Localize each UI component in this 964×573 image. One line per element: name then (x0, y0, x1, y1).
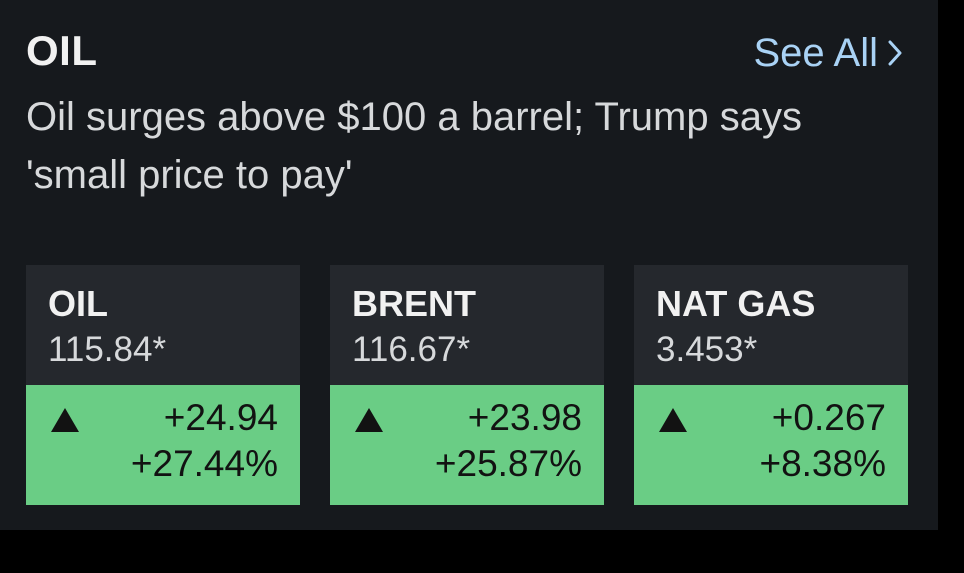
oil-module: OIL See All Oil surges above $100 a barr… (0, 0, 938, 530)
chevron-right-icon (888, 40, 902, 66)
quote-card-header: NAT GAS 3.453* (634, 265, 908, 385)
quote-change-box: +24.94 +27.44% (26, 385, 300, 505)
quote-name: BRENT (352, 283, 476, 324)
quote-change-percent: +8.38% (759, 443, 886, 484)
quote-name: OIL (48, 283, 108, 324)
section-title: OIL (26, 27, 98, 74)
quote-change: +0.267 (771, 397, 886, 438)
triangle-up-icon (51, 408, 79, 432)
quote-price: 116.67* (352, 330, 471, 369)
quote-card-oil[interactable]: OIL 115.84* +24.94 +27.44% (26, 265, 300, 505)
triangle-up-icon (355, 408, 383, 432)
quote-card-header: BRENT 116.67* (330, 265, 604, 385)
quote-price: 3.453* (656, 330, 758, 369)
quote-card-brent[interactable]: BRENT 116.67* +23.98 +25.87% (330, 265, 604, 505)
see-all-label: See All (753, 31, 878, 75)
quote-change-percent: +25.87% (434, 443, 582, 484)
quote-change-box: +0.267 +8.38% (634, 385, 908, 505)
headline-link[interactable]: Oil surges above $100 a barrel; Trump sa… (26, 95, 802, 197)
quote-card-nat-gas[interactable]: NAT GAS 3.453* +0.267 +8.38% (634, 265, 908, 505)
quote-change-box: +23.98 +25.87% (330, 385, 604, 505)
see-all-link[interactable]: See All (753, 33, 902, 73)
quote-change: +23.98 (467, 397, 582, 438)
quote-change-percent: +27.44% (130, 443, 278, 484)
quote-change: +24.94 (163, 397, 278, 438)
triangle-up-icon (659, 408, 687, 432)
quote-name: NAT GAS (656, 283, 816, 324)
quote-card-header: OIL 115.84* (26, 265, 300, 385)
quote-price: 115.84* (48, 330, 167, 369)
